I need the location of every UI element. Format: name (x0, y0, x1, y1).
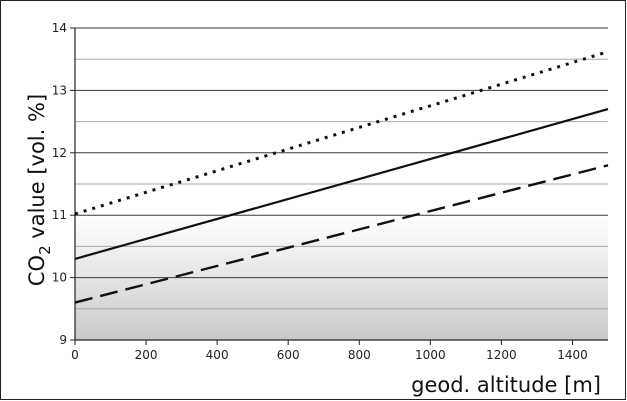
y-tick-label: 11 (52, 208, 67, 222)
y-tick-label: 14 (52, 21, 67, 35)
x-tick-label: 200 (135, 348, 158, 362)
x-tick-label: 1000 (415, 348, 446, 362)
x-tick-label: 600 (277, 348, 300, 362)
x-tick-label: 0 (71, 348, 79, 362)
series-lines (74, 50, 609, 304)
x-tick-label: 1400 (557, 348, 588, 362)
y-tick-label: 12 (52, 146, 67, 160)
x-axis-label: geod. altitude [m] (411, 373, 601, 397)
x-tick-labels: 0 200 400 600 800 1000 1200 1400 (71, 340, 588, 362)
series-line-solid (74, 108, 609, 260)
y-tick-labels: 9 10 11 12 13 14 (52, 21, 67, 347)
y-tick-label: 13 (52, 83, 67, 97)
y-axis-label: CO2 value [vol. %] (25, 94, 54, 286)
x-tick-label: 800 (348, 348, 371, 362)
series-line-dotted (74, 50, 609, 216)
x-tick-label: 1200 (486, 348, 517, 362)
y-tick-label: 9 (59, 333, 67, 347)
axes (74, 28, 608, 341)
x-tick-label: 400 (206, 348, 229, 362)
y-tick-label: 10 (52, 271, 67, 285)
series-line-dashed (74, 164, 609, 304)
